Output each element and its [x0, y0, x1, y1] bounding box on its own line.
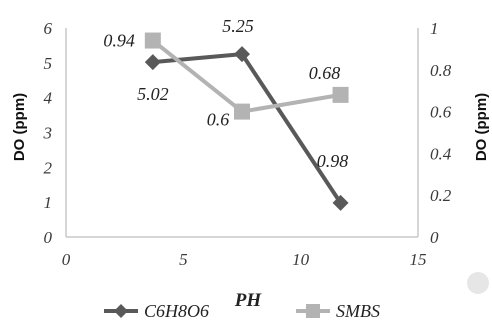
data-point-smbs	[144, 32, 161, 49]
y-axis-title-right: DO (ppm)	[473, 93, 490, 161]
y-right-tick-label: 0.4	[430, 144, 452, 163]
data-point-c6h8o6	[144, 54, 161, 71]
data-point-c6h8o6	[234, 46, 250, 63]
y-right-tick-label: 0.6	[430, 103, 452, 122]
x-tick-label: 5	[179, 250, 188, 269]
data-label-smbs: 0.6	[207, 110, 230, 130]
y-left-tick-label: 6	[44, 19, 53, 38]
data-point-c6h8o6	[332, 194, 349, 211]
y-left-tick-label: 0	[44, 228, 53, 247]
data-label-smbs: 0.94	[103, 31, 135, 51]
data-label-c6h8o6: 5.02	[137, 84, 169, 104]
y-left-tick-label: 2	[44, 158, 53, 177]
y-left-tick-label: 4	[44, 89, 53, 108]
data-point-smbs	[234, 103, 250, 120]
y-left-tick-label: 3	[43, 124, 53, 143]
legend-marker-smbs	[306, 304, 320, 318]
series-layer	[144, 32, 349, 211]
y-right-tick-label: 0.8	[430, 61, 452, 80]
legend-label-smbs: SMBS	[336, 301, 380, 321]
data-label-smbs: 0.68	[309, 63, 341, 83]
y-right-tick-label: 0	[430, 228, 439, 247]
data-point-smbs	[332, 86, 349, 103]
data-label-c6h8o6: 5.25	[222, 16, 254, 36]
x-tick-label: 0	[62, 250, 71, 269]
y-right-tick-label: 1	[430, 19, 439, 38]
data-labels-layer: 5.02 5.25 0.98 0.94 0.6 0.68	[103, 16, 348, 171]
y-left-tick-label: 1	[44, 193, 53, 212]
data-label-c6h8o6: 0.98	[317, 151, 349, 171]
y-axis-title-left: DO (ppm)	[11, 93, 28, 161]
legend-label-c6h8o6: C6H8O6	[144, 301, 209, 321]
x-axis-title: PH	[234, 290, 263, 311]
y-right-tick-label: 0.2	[430, 186, 452, 205]
x-tick-label: 10	[292, 250, 310, 269]
y-left-tick-label: 5	[44, 54, 53, 73]
decorative-circle	[467, 272, 489, 294]
legend-marker-c6h8o6	[114, 304, 128, 318]
legend: C6H8O6 SMBS	[104, 301, 380, 321]
x-tick-label: 15	[410, 250, 427, 269]
